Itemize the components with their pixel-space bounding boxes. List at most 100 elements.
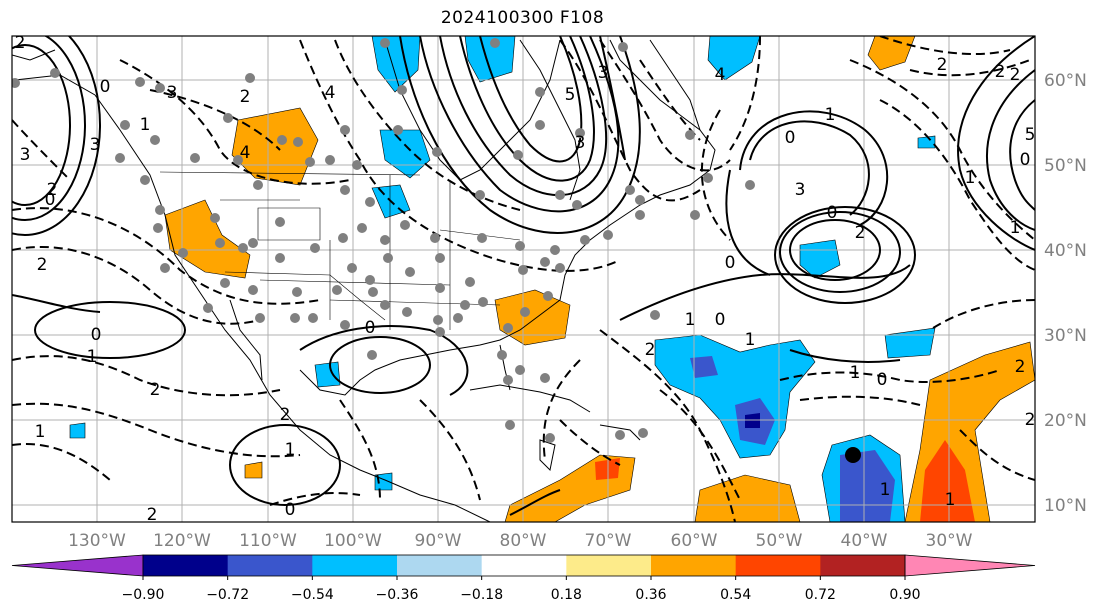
contour-label: 2 [240, 87, 251, 107]
colorbar-tick-label: 0.72 [805, 587, 836, 603]
contour-label: 3 [575, 133, 586, 153]
contour-label: 2 [1025, 410, 1036, 430]
contour-label: 2 [15, 33, 26, 53]
contour-label: 3 [167, 83, 178, 103]
longitude-label: 100°W [324, 531, 382, 551]
contour-label: 0 [785, 128, 796, 148]
contour-label: 1 [35, 422, 46, 442]
contour-label: 1 [685, 310, 696, 330]
station-dots [12, 38, 755, 443]
contour-label: 1 [965, 168, 976, 188]
longitude-labels: 130°W 120°W 110°W 100°W 90°W 80°W 70°W 60°W 50°W… [68, 531, 973, 551]
colorbar-segment [227, 555, 313, 576]
shade-mid-blue [690, 356, 718, 378]
shade-blue [917, 135, 936, 149]
contour-label: 2 [995, 62, 1006, 82]
solid-contours [12, 36, 1035, 516]
colorbar-segment [735, 555, 821, 576]
map-frame [11, 35, 1036, 523]
longitude-label: 120°W [153, 531, 211, 551]
contour-label: 2 [147, 505, 158, 525]
dashed-contours [12, 36, 1035, 522]
latitude-label: 50°N [1044, 156, 1087, 176]
contour-label: 3 [598, 63, 609, 83]
contour-label: 1 [945, 490, 956, 510]
latitude-label: 30°N [1044, 326, 1087, 346]
latitude-labels: 60°N 50°N 40°N 30°N 20°N 10°N [1044, 71, 1087, 516]
contour-label: 4 [325, 83, 336, 103]
shade-orange [867, 36, 916, 71]
latitude-label: 20°N [1044, 411, 1087, 431]
colorbar-tick-label: −0.54 [291, 587, 334, 603]
longitude-label: 60°W [671, 531, 718, 551]
longitude-label: 130°W [68, 531, 126, 551]
contour-label: 5 [565, 85, 576, 105]
contour-label: 2 [645, 340, 656, 360]
contour-label: 0 [45, 190, 56, 210]
latitude-label: 60°N [1044, 71, 1087, 91]
contour-label: 4 [240, 143, 251, 163]
contour-label: 1 [87, 347, 98, 367]
contour-label: 1 [850, 363, 861, 383]
longitude-label: 30°W [926, 531, 973, 551]
shade-orange [231, 107, 319, 186]
colorbar [11, 554, 1036, 577]
colorbar-segment [481, 555, 567, 576]
shade-blue [69, 422, 86, 439]
colorbar-outline [142, 554, 906, 577]
colorbar-tick-label: −0.18 [460, 587, 503, 603]
shade-orange [164, 199, 251, 279]
contour-label: 0 [827, 203, 838, 223]
colorbar-tick-label: 0.18 [551, 587, 582, 603]
contour-label: 0 [1020, 150, 1031, 170]
shade-blue [314, 361, 341, 388]
shade-mid-blue [840, 450, 895, 522]
contour-label: 1 [745, 330, 756, 350]
contour-label: 2 [855, 223, 866, 243]
latitude-label: 10°N [1044, 496, 1087, 516]
colorbar-tick-label: 0.54 [720, 587, 751, 603]
colorbar-segment [820, 555, 906, 576]
contour-label: 3 [90, 135, 101, 155]
contour-label: 1 [140, 115, 151, 135]
colorbar-tick-label: 0.36 [635, 587, 666, 603]
contour-label: 2 [280, 405, 291, 425]
contour-label: 0 [725, 253, 736, 273]
contour-label: 5 [1025, 125, 1036, 145]
shade-blue [707, 36, 761, 81]
contour-label: 0 [715, 310, 726, 330]
shade-blue [371, 36, 421, 93]
colorbar-segment [143, 555, 229, 576]
contour-label: 0 [285, 500, 296, 520]
contour-label: 1 [880, 480, 891, 500]
shade-orange [694, 474, 801, 522]
contour-label: 2 [47, 180, 58, 200]
graticule [12, 36, 1035, 522]
contour-label: 1 [285, 440, 296, 460]
contour-label: 2 [1015, 357, 1026, 377]
shade-red [920, 440, 975, 522]
colorbar-tick-label: 0.90 [889, 587, 920, 603]
longitude-label: 110°W [239, 531, 297, 551]
longitude-label: 70°W [585, 531, 632, 551]
colorbar-extend-low [11, 554, 144, 577]
contour-label: 1 [1010, 218, 1021, 238]
shade-blue [464, 36, 516, 83]
colorbar-tick-label: −0.72 [206, 587, 249, 603]
colorbar-segment [566, 555, 652, 576]
contour-label: 0 [100, 77, 111, 97]
contour-label: 2 [1010, 65, 1021, 85]
shade-orange [244, 461, 263, 479]
storm-marker [845, 447, 861, 463]
map-title: 2024100300 F108 [440, 8, 605, 28]
colorbar-extend-high [904, 554, 1036, 577]
contour-label: 3 [20, 145, 31, 165]
contour-label: 1 [825, 105, 836, 125]
longitude-label: 80°W [500, 531, 547, 551]
shade-orange [494, 289, 571, 346]
contour-label: 0 [91, 325, 102, 345]
contour-label: 0 [365, 318, 376, 338]
shade-blue [379, 129, 431, 179]
